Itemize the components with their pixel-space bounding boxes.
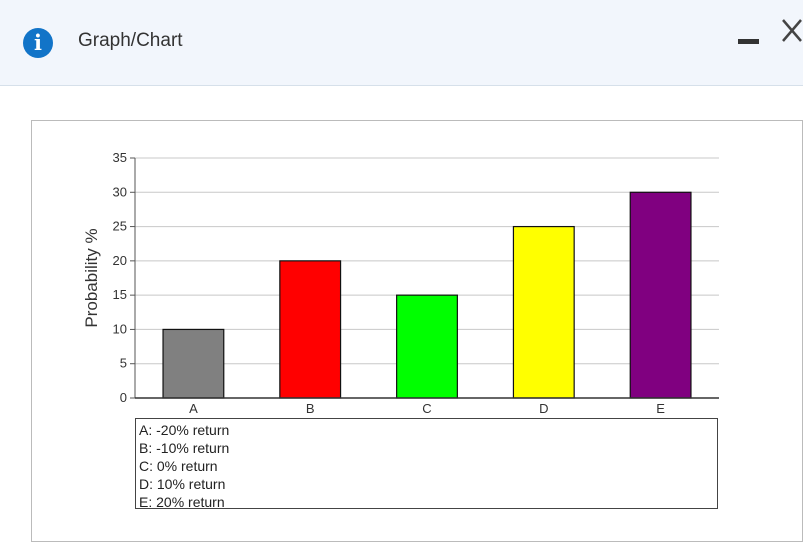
bar-c — [396, 294, 458, 399]
legend-item: E: 20% return — [139, 494, 225, 510]
y-axis-ticks: 0 5 10 15 20 25 30 35 — [113, 150, 135, 405]
y-axis-label: Probability % — [82, 228, 101, 327]
chart-legend: A: -20% return B: -10% return C: 0% retu… — [135, 418, 718, 510]
minimize-button[interactable] — [738, 35, 760, 51]
bar-chart: 0 5 10 15 20 25 30 35 A B C D E Probability % — [82, 150, 719, 416]
bars — [162, 191, 692, 399]
legend-item: C: 0% return — [139, 458, 218, 474]
bar-a — [162, 328, 225, 399]
x-tick-label: E — [656, 401, 665, 416]
y-tick-label: 25 — [113, 219, 127, 234]
close-button[interactable] — [780, 17, 803, 43]
legend-item: D: 10% return — [139, 476, 226, 492]
y-tick-label: 20 — [113, 253, 127, 268]
close-icon — [782, 19, 802, 42]
bar-e — [629, 191, 692, 399]
legend-item: A: -20% return — [139, 422, 230, 438]
x-tick-label: B — [306, 401, 315, 416]
x-axis-ticks: A B C D E — [189, 401, 665, 416]
bar-d — [512, 225, 575, 399]
bar-b — [279, 260, 342, 399]
x-tick-label: C — [422, 401, 431, 416]
info-icon: i — [23, 28, 53, 58]
x-tick-label: A — [189, 401, 198, 416]
y-tick-label: 15 — [113, 287, 127, 302]
y-tick-label: 30 — [113, 184, 127, 199]
legend-item: B: -10% return — [139, 440, 230, 456]
y-tick-label: 35 — [113, 150, 127, 165]
y-tick-label: 0 — [120, 390, 127, 405]
y-tick-label: 5 — [120, 356, 127, 371]
dialog-title-bar: i Graph/Chart — [0, 0, 803, 86]
minimize-icon — [738, 39, 759, 44]
dialog-title: Graph/Chart — [78, 30, 183, 51]
x-tick-label: D — [539, 401, 548, 416]
y-tick-label: 10 — [113, 321, 127, 336]
